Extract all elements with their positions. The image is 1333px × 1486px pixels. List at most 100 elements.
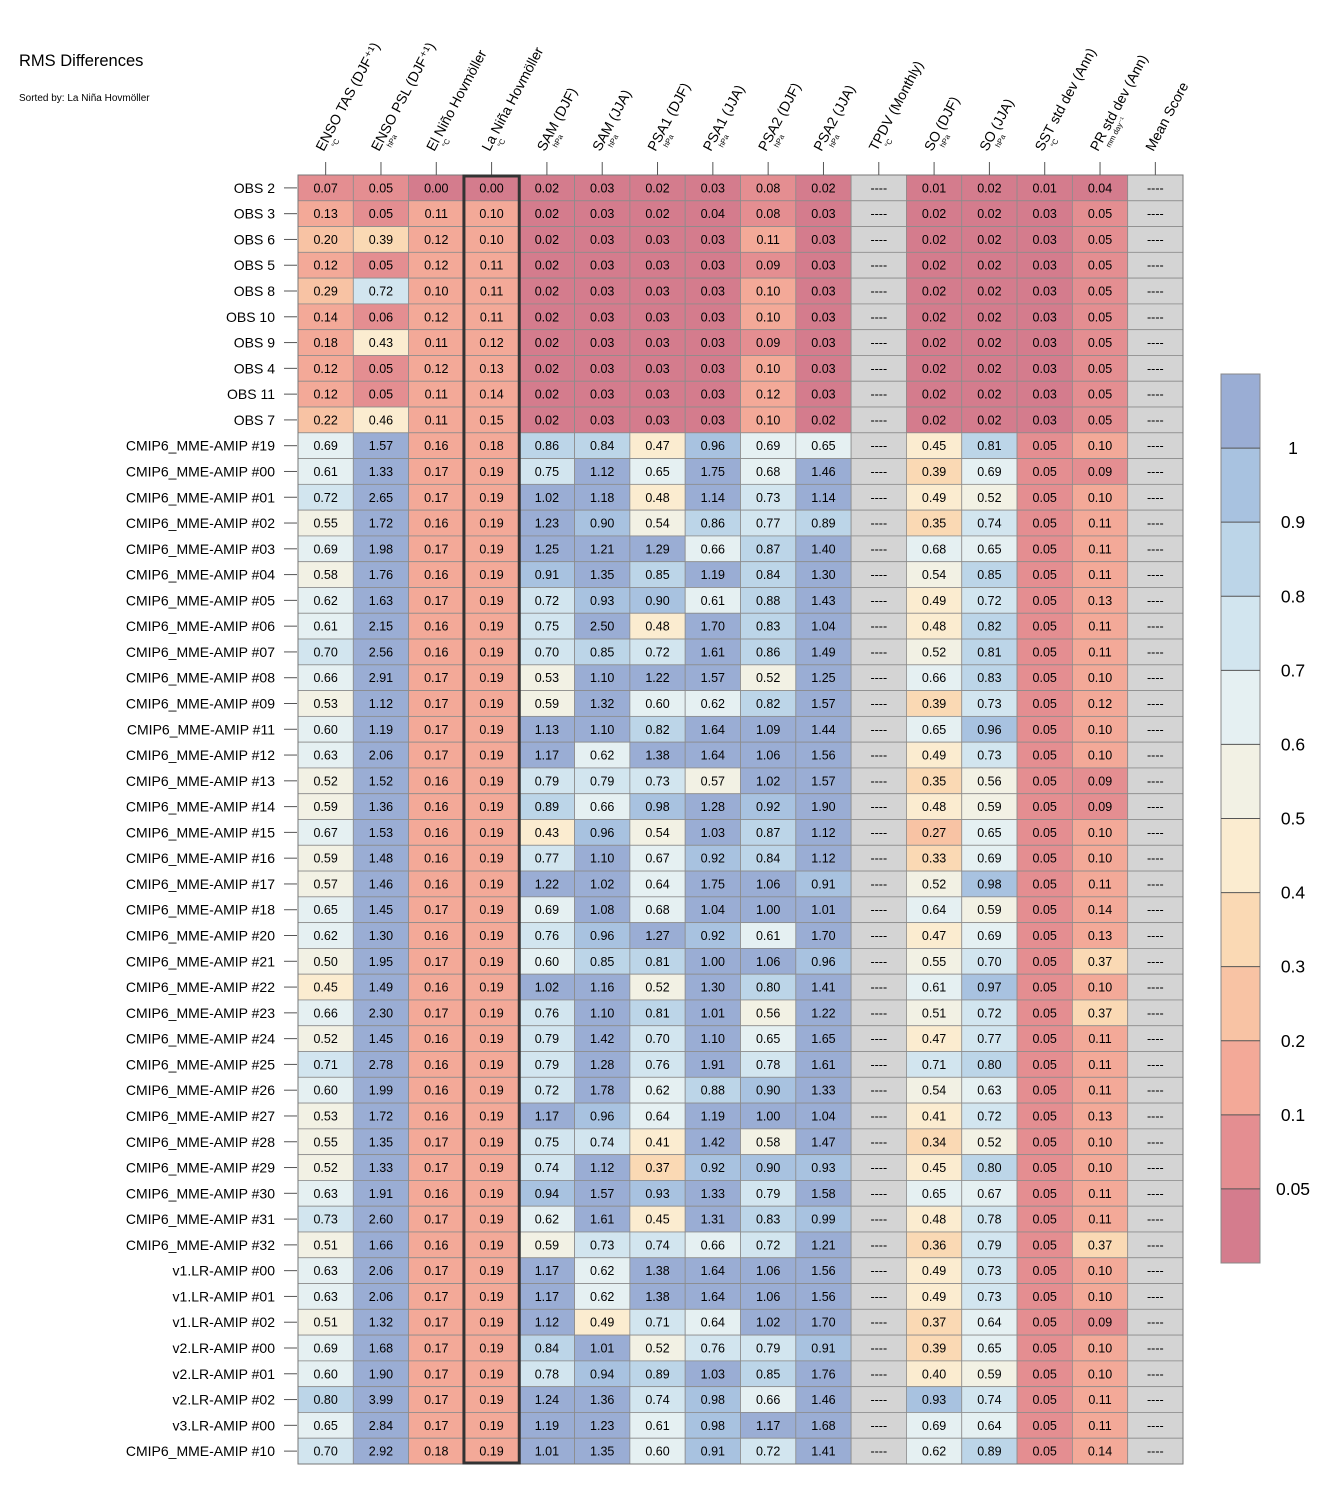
cell-value: ---- <box>1147 1367 1164 1381</box>
heatmap-cell <box>961 922 1018 949</box>
cell-value: 1.17 <box>535 1109 559 1123</box>
cell-value: 1.64 <box>701 749 725 763</box>
cell-value: 0.05 <box>1033 1084 1057 1098</box>
heatmap-cell <box>518 767 575 795</box>
cell-value: 0.11 <box>425 413 448 427</box>
cell-value: 0.05 <box>1033 826 1057 840</box>
cell-value: 0.05 <box>1033 981 1057 995</box>
cell-value: 0.56 <box>756 1006 780 1020</box>
cell-value: 1.29 <box>645 542 669 556</box>
cell-value: 0.05 <box>1033 671 1057 685</box>
cell-value: 0.58 <box>313 568 337 582</box>
heatmap-cell <box>1016 1128 1073 1156</box>
cell-value: 1.78 <box>590 1084 614 1098</box>
heatmap-cell <box>1127 1308 1184 1336</box>
cell-value: 0.92 <box>756 800 780 814</box>
cell-value: 1.21 <box>811 1238 835 1252</box>
cell-value: 1.35 <box>369 1135 393 1149</box>
heatmap-cell <box>1071 1334 1129 1362</box>
cell-value: ---- <box>870 826 887 840</box>
cell-value: ---- <box>870 955 887 969</box>
highlight-frame <box>462 174 521 1465</box>
heatmap-cell <box>629 1412 686 1439</box>
heatmap-cell <box>740 458 797 485</box>
heatmap-cell <box>961 664 1018 692</box>
cell-value: 0.62 <box>313 929 337 943</box>
heatmap-cell <box>408 1386 465 1413</box>
heatmap-cell <box>408 1025 465 1052</box>
cell-value: 1.21 <box>590 542 614 556</box>
heatmap-cell <box>574 561 631 588</box>
heatmap-cell <box>795 896 852 924</box>
cell-value: ---- <box>870 362 887 376</box>
heatmap-cell <box>1127 1180 1184 1207</box>
heatmap-cell <box>352 1102 410 1130</box>
heatmap-cell <box>1071 1308 1129 1336</box>
heatmap-cell <box>574 1308 631 1336</box>
heatmap-cell <box>518 1386 575 1413</box>
cell-value: 0.03 <box>1033 388 1057 402</box>
heatmap-cell <box>1127 999 1184 1027</box>
row-label: CMIP6_MME-AMIP #08 <box>126 670 275 686</box>
cell-value: 0.71 <box>922 1058 946 1072</box>
heatmap-cell <box>961 1283 1018 1310</box>
heatmap-cell <box>1127 793 1184 820</box>
cell-value: 0.19 <box>479 1187 503 1201</box>
cell-value: 0.02 <box>922 285 946 299</box>
cell-value: 0.17 <box>424 1161 448 1175</box>
heatmap-cell <box>1127 870 1184 898</box>
heatmap-cell <box>463 587 520 614</box>
cell-value: 0.05 <box>1088 388 1112 402</box>
heatmap-cell <box>518 612 575 640</box>
heatmap-cell <box>795 1102 852 1130</box>
heatmap-cell <box>740 561 797 588</box>
heatmap-cell <box>574 174 631 202</box>
heatmap-cell <box>297 458 354 485</box>
cell-value: 0.19 <box>479 1264 503 1278</box>
cell-value: 0.73 <box>645 774 669 788</box>
heatmap-cell <box>961 1205 1018 1233</box>
cell-value: ---- <box>870 903 887 917</box>
row-label: OBS 2 <box>234 180 275 196</box>
heatmap-cell <box>961 1051 1018 1078</box>
heatmap-cell <box>795 638 852 666</box>
cell-value: 0.72 <box>313 491 337 505</box>
heatmap-cell <box>795 561 852 588</box>
cell-value: 0.53 <box>313 1109 337 1123</box>
heatmap-cell <box>740 380 797 408</box>
cell-value: 0.62 <box>313 594 337 608</box>
cell-value: 1.36 <box>590 1393 614 1407</box>
cell-value: 0.47 <box>922 1032 946 1046</box>
heatmap-cell <box>629 303 686 331</box>
cell-value: 0.51 <box>313 1238 337 1252</box>
cell-value: 1.16 <box>590 981 614 995</box>
cell-value: 0.86 <box>701 517 725 531</box>
heatmap-cell <box>906 226 963 253</box>
row-label: CMIP6_MME-AMIP #23 <box>126 1005 275 1021</box>
heatmap-cell <box>795 1205 852 1233</box>
cell-value: ---- <box>870 1084 887 1098</box>
cell-value: 1.38 <box>645 1290 669 1304</box>
cell-value: 1.75 <box>701 465 725 479</box>
cell-value: 0.83 <box>977 671 1001 685</box>
colorbar-label: 0.05 <box>1276 1179 1310 1199</box>
cell-value: ---- <box>1147 774 1164 788</box>
colorbar-segment <box>1221 1114 1260 1189</box>
cell-value: 0.41 <box>645 1135 669 1149</box>
cell-value: 1.61 <box>811 1058 835 1072</box>
cell-value: ---- <box>1147 594 1164 608</box>
cell-value: 1.42 <box>701 1135 725 1149</box>
heatmap-cell <box>1016 1205 1073 1233</box>
heatmap-cell <box>629 1257 686 1284</box>
cell-value: 0.84 <box>535 1341 559 1355</box>
cell-value: 0.61 <box>313 620 337 634</box>
cell-value: 0.64 <box>977 1316 1001 1330</box>
heatmap-cell <box>1071 432 1129 459</box>
cell-value: ---- <box>870 491 887 505</box>
heatmap-cell <box>1016 432 1073 459</box>
cell-value: 0.10 <box>1088 981 1112 995</box>
heatmap-cell <box>518 1412 575 1439</box>
row-label: CMIP6_MME-AMIP #22 <box>126 979 275 995</box>
cell-value: 0.91 <box>701 1445 725 1459</box>
heatmap-cell <box>795 406 852 434</box>
